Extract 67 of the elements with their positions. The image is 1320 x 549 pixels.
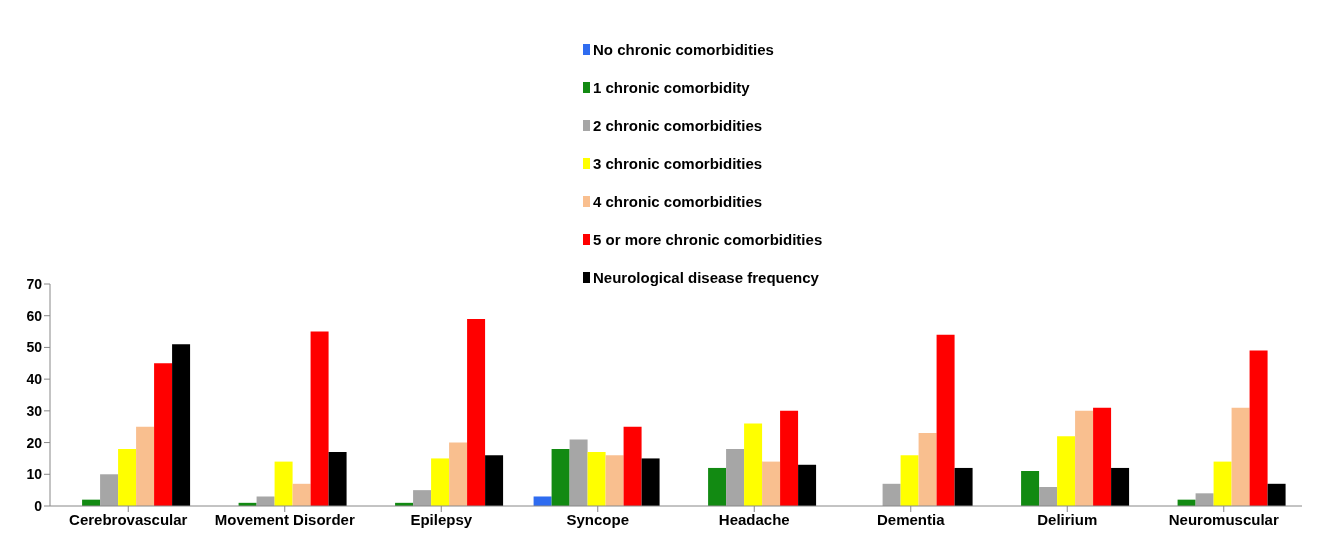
bar xyxy=(641,458,660,506)
bar xyxy=(1075,410,1094,506)
legend-label: 1 chronic comorbidity xyxy=(593,78,750,96)
bar xyxy=(449,442,468,506)
y-tick-label: 10 xyxy=(26,466,43,483)
bar xyxy=(533,496,552,506)
bar xyxy=(256,496,275,506)
bar xyxy=(1249,350,1268,506)
bar xyxy=(708,467,727,506)
x-tick-label: Delirium xyxy=(1037,510,1098,528)
y-tick-label: 60 xyxy=(26,307,43,324)
legend-label: No chronic comorbidities xyxy=(593,40,774,58)
x-tick-label: Epilepsy xyxy=(410,510,473,528)
bar xyxy=(1093,407,1112,506)
bar xyxy=(431,458,450,506)
x-tick-label: Neuromuscular xyxy=(1168,510,1279,528)
y-tick-label: 70 xyxy=(26,275,43,292)
bar xyxy=(100,474,119,506)
bar xyxy=(900,455,919,506)
x-tick-label: Movement Disorder xyxy=(214,510,355,528)
bar xyxy=(172,344,191,506)
legend-label: 4 chronic comorbidities xyxy=(593,192,763,210)
bar xyxy=(328,452,347,506)
bar xyxy=(1111,467,1130,506)
bar xyxy=(954,467,973,506)
bar xyxy=(136,426,155,506)
bar xyxy=(726,448,745,506)
bar xyxy=(1267,483,1286,506)
bar xyxy=(485,455,504,506)
bar xyxy=(1213,461,1232,506)
y-tick-label: 40 xyxy=(26,371,43,388)
bar xyxy=(587,452,606,506)
x-tick-label: Cerebrovascular xyxy=(69,510,188,528)
bar xyxy=(292,483,311,506)
y-tick-label: 50 xyxy=(26,339,43,356)
bar xyxy=(936,334,955,506)
bar xyxy=(1039,486,1058,506)
bar xyxy=(762,461,781,506)
bar xyxy=(1057,436,1076,506)
bar xyxy=(918,433,937,506)
bar xyxy=(118,448,137,506)
y-tick-label: 30 xyxy=(26,402,43,419)
bar xyxy=(413,490,432,506)
legend-label: 5 or more chronic comorbidities xyxy=(593,230,823,248)
y-tick-label: 20 xyxy=(26,434,43,451)
y-tick-label: 0 xyxy=(34,497,43,514)
bar xyxy=(623,426,642,506)
x-tick-label: Headache xyxy=(718,510,790,528)
bar xyxy=(310,331,329,506)
legend-label: 2 chronic comorbidities xyxy=(593,116,763,134)
bar xyxy=(569,439,588,506)
bar xyxy=(1021,471,1040,506)
bar xyxy=(780,410,799,506)
legend-label: Neurological disease frequency xyxy=(593,268,819,286)
bar xyxy=(1195,493,1214,506)
x-tick-label: Syncope xyxy=(566,510,630,528)
legend-label: 3 chronic comorbidities xyxy=(593,154,763,172)
bar xyxy=(744,423,763,506)
x-tick-label: Dementia xyxy=(876,510,946,528)
bar xyxy=(798,464,817,506)
bar xyxy=(274,461,293,506)
bar xyxy=(1231,407,1250,506)
bar xyxy=(551,448,570,506)
bar xyxy=(605,455,624,506)
bar xyxy=(882,483,901,506)
bar xyxy=(467,318,486,506)
bar xyxy=(154,363,173,506)
